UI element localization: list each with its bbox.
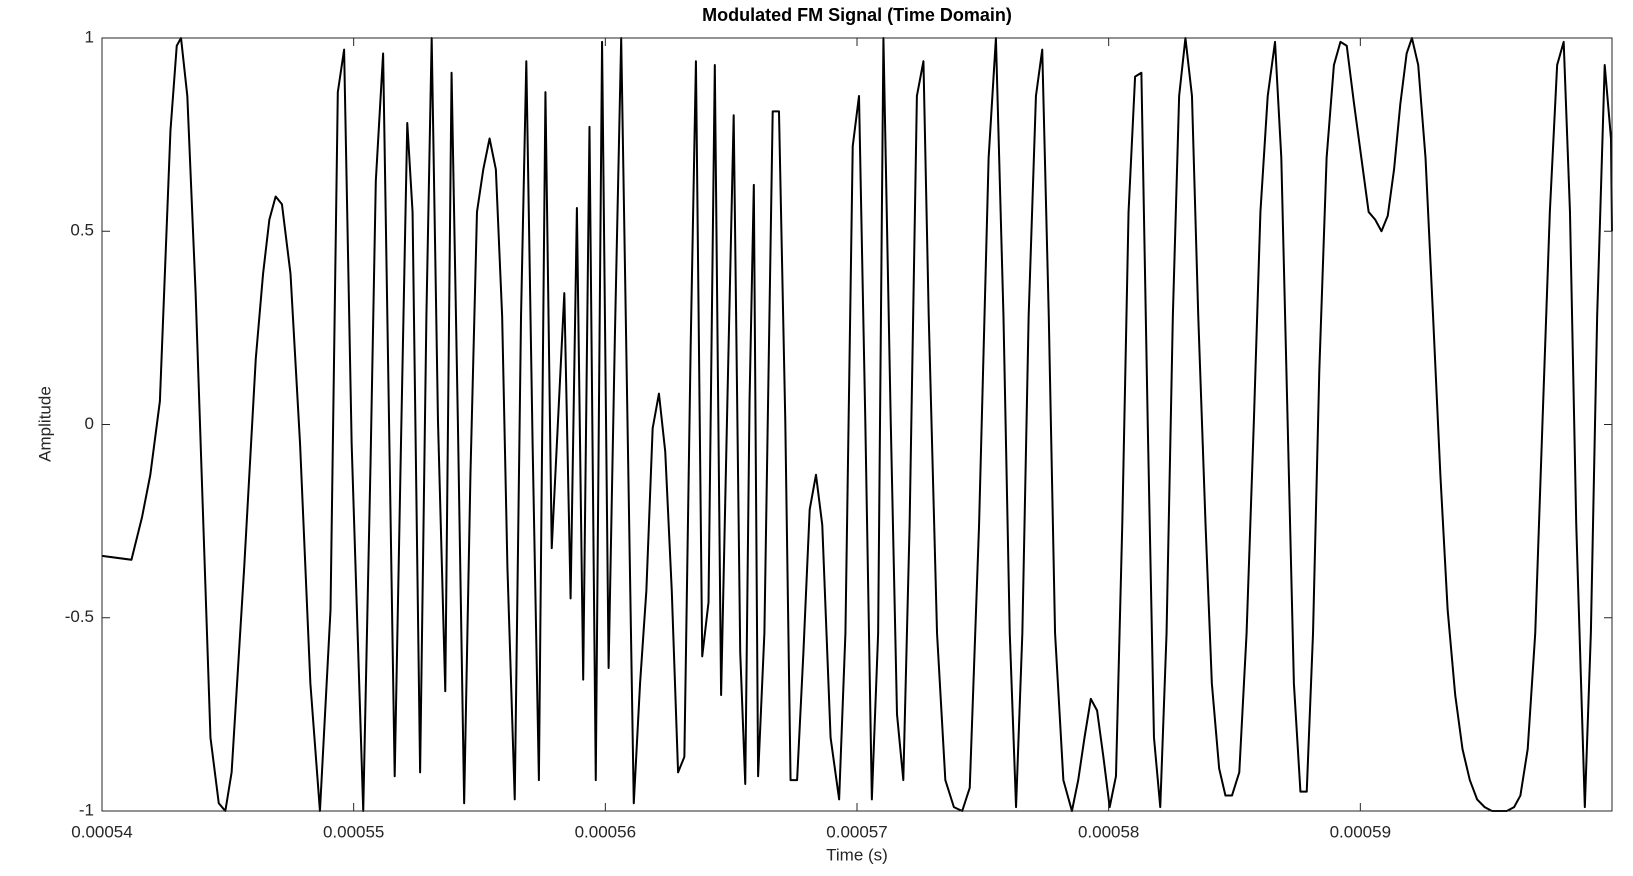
x-tick-label: 0.00058 bbox=[1078, 822, 1139, 841]
y-tick-label: 0.5 bbox=[70, 221, 94, 240]
signal-line bbox=[101, 37, 1613, 812]
y-tick-label: 1 bbox=[85, 27, 94, 46]
y-tick-label: -1 bbox=[79, 800, 94, 819]
x-tick-label: 0.00054 bbox=[71, 822, 132, 841]
x-tick-label: 0.00056 bbox=[575, 822, 636, 841]
chart-title: Modulated FM Signal (Time Domain) bbox=[702, 5, 1012, 25]
plot-frame bbox=[101, 37, 1613, 812]
x-tick-label: 0.00057 bbox=[826, 822, 887, 841]
plot-area bbox=[102, 38, 1612, 811]
x-tick-label: 0.00055 bbox=[323, 822, 384, 841]
y-tick-label: 0 bbox=[85, 414, 94, 433]
x-tick-label: 0.00059 bbox=[1330, 822, 1391, 841]
x-axis-label: Time (s) bbox=[826, 845, 888, 864]
y-axis-label: Amplitude bbox=[35, 386, 54, 462]
y-tick-label: -0.5 bbox=[65, 607, 94, 626]
